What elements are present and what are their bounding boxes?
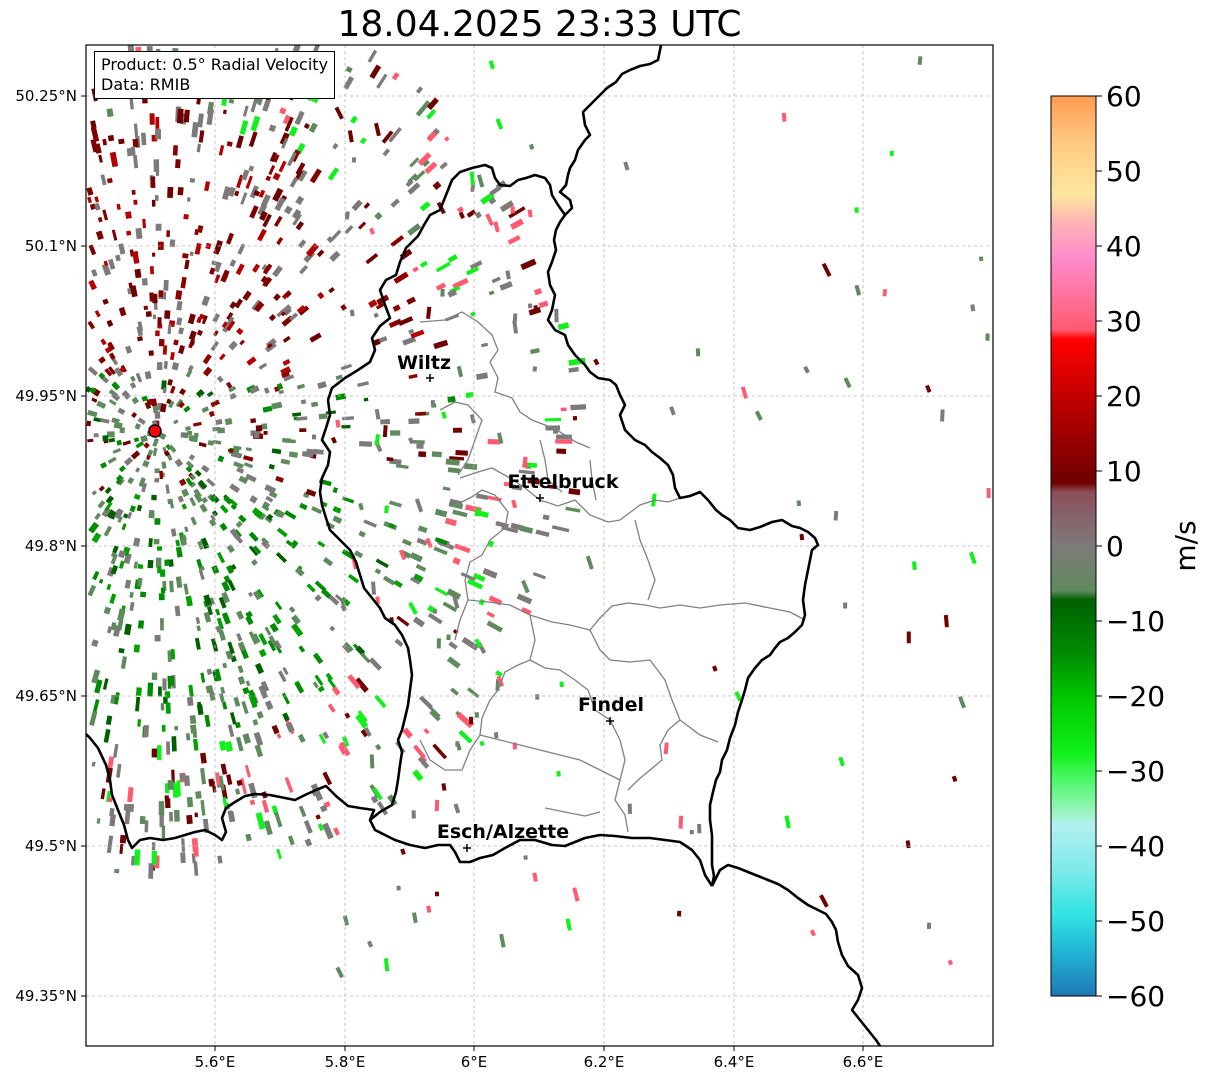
lon-tick-label: 6.6°E	[843, 1053, 884, 1071]
colorbar-tick-label: 10	[1106, 455, 1142, 488]
colorbar-tick-label: −60	[1106, 980, 1165, 1013]
lat-tick-label: 49.8°N	[25, 537, 77, 555]
canton-boundaries	[419, 311, 806, 833]
product-label: Product: 0.5° Radial Velocity	[101, 55, 329, 74]
colorbar-tick-label: 40	[1106, 230, 1142, 263]
colorbar-tick-label: −30	[1106, 755, 1165, 788]
lon-tick-label: 5.6°E	[195, 1053, 236, 1071]
map-title: 18.04.2025 23:33 UTC	[337, 4, 742, 45]
colorbar-unit-label: m/s	[1169, 520, 1202, 571]
radar-site-marker	[148, 424, 162, 438]
colorbar-tick-label: −20	[1106, 680, 1165, 713]
colorbar-tick-label: −50	[1106, 905, 1165, 938]
colorbar-tick-label: 60	[1106, 80, 1142, 113]
colorbar-tick-label: 20	[1106, 380, 1142, 413]
lat-tick-label: 49.95°N	[15, 387, 77, 405]
city-marker-wiltz: Wiltz	[397, 352, 451, 382]
city-label: Ettelbruck	[508, 471, 619, 493]
country-borders	[86, 45, 882, 1046]
lat-tick-label: 49.5°N	[25, 837, 77, 855]
lon-tick-label: 6°E	[461, 1053, 488, 1071]
colorbar-tick-label: −40	[1106, 830, 1165, 863]
colorbar-tick-label: 0	[1106, 530, 1124, 563]
colorbar: 60 50 40 30 20 10 0 −10 −20 −30 −40 −50 −60 m/s	[1050, 80, 1202, 1013]
colorbar-ramp	[1050, 95, 1097, 997]
city-label: Findel	[578, 694, 644, 716]
colorbar-tick-label: −10	[1106, 605, 1165, 638]
city-marker-ettelbruck: Ettelbruck	[508, 471, 619, 502]
city-marker-findel: Findel	[578, 694, 644, 725]
city-marker-esch-alzette: Esch/Alzette	[437, 821, 569, 852]
lat-tick-label: 49.65°N	[15, 687, 77, 705]
lat-tick-label: 50.25°N	[15, 87, 77, 105]
map-plot-area	[86, 45, 993, 1046]
data-source-label: Data: RMIB	[101, 75, 191, 94]
city-label: Wiltz	[397, 352, 451, 374]
lon-tick-label: 6.2°E	[584, 1053, 625, 1071]
lon-tick-label: 6.4°E	[714, 1053, 755, 1071]
colorbar-tick-label: 30	[1106, 305, 1142, 338]
city-label: Esch/Alzette	[437, 821, 569, 843]
lat-tick-label: 50.1°N	[25, 237, 77, 255]
product-info-box: Product: 0.5° Radial Velocity Data: RMIB	[94, 51, 336, 99]
axis-ticks	[81, 95, 864, 1051]
lon-tick-label: 5.8°E	[325, 1053, 366, 1071]
lat-tick-label: 49.35°N	[15, 987, 77, 1005]
colorbar-tick-label: 50	[1106, 155, 1142, 188]
